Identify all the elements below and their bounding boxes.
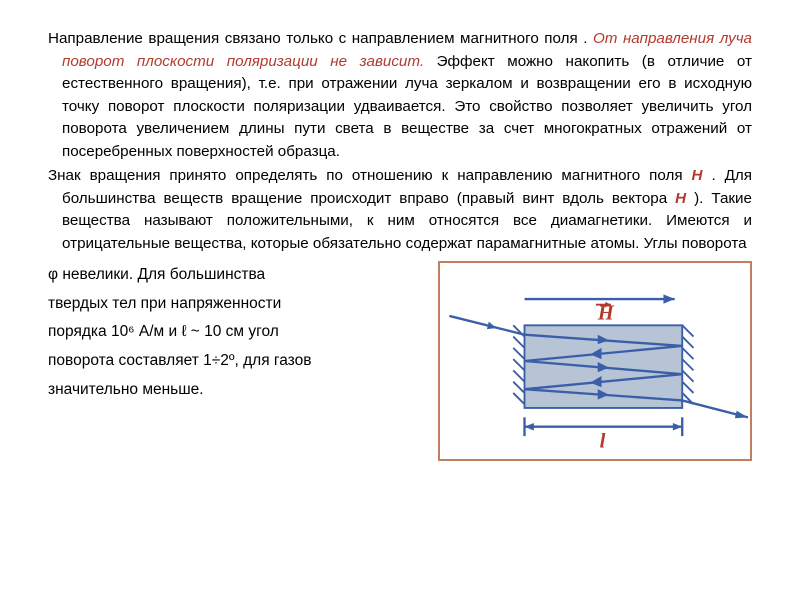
lower-row: φ невелики. Для большинства твердых тел … xyxy=(48,261,752,461)
p2-H1: H xyxy=(692,167,703,184)
paragraph-1: Направление вращения связано только с на… xyxy=(48,28,752,163)
paragraph-2: Знак вращения принято определять по отно… xyxy=(48,165,752,255)
lower-text-block: φ невелики. Для большинства твердых тел … xyxy=(48,261,428,461)
lower-line-1: φ невелики. Для большинства xyxy=(48,261,428,290)
lower-line-4: поворота составляет 1÷2º, для газов xyxy=(48,347,428,376)
hatch-left xyxy=(513,325,524,404)
lower-line-2: твердых тел при напряженности xyxy=(48,290,428,319)
dim-arrow-right xyxy=(673,423,682,431)
l-label: l xyxy=(600,430,606,452)
diagram-svg: H xyxy=(440,263,750,459)
diagram-container: H xyxy=(428,261,752,461)
p2-H2: H xyxy=(675,190,686,207)
lower-line-5: значительно меньше. xyxy=(48,376,428,405)
h-vector-arrow xyxy=(664,294,675,303)
p1-lead: Направление вращения связано только с на… xyxy=(48,30,593,47)
diagram-frame: H xyxy=(438,261,752,461)
lower-line-3: порядка 10⁶ А/м и ℓ ~ 10 см угол xyxy=(48,318,428,347)
hatch-right xyxy=(682,325,693,404)
ray-out-arrow xyxy=(735,411,748,419)
dim-arrow-left xyxy=(525,423,534,431)
p2-a: Знак вращения принято определять по отно… xyxy=(48,167,692,184)
h-label: H xyxy=(597,303,615,325)
ray-in-arrow xyxy=(487,322,496,330)
